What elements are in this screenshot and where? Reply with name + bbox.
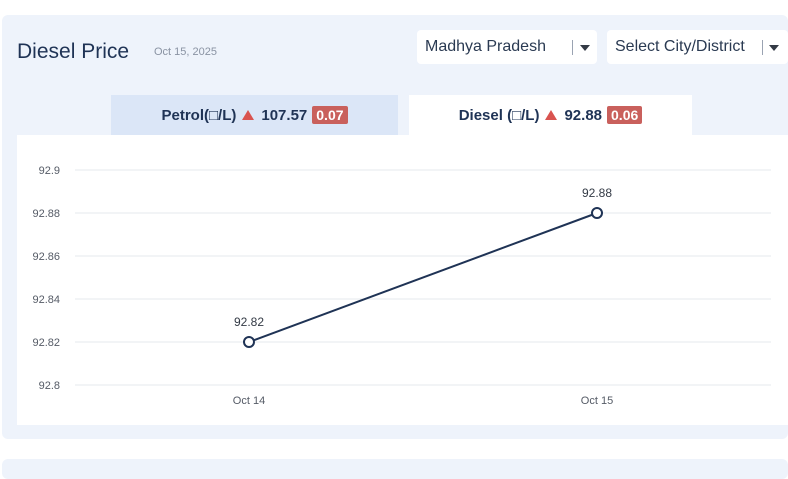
page-title: Diesel Price (17, 40, 130, 63)
state-select-separator (572, 40, 573, 55)
data-point (243, 336, 255, 348)
tab-diesel[interactable]: Diesel (□/L) 92.88 0.06 (409, 95, 692, 135)
tab-diesel-price: 92.88 (564, 106, 603, 124)
x-tick-label: Oct 14 (233, 395, 265, 407)
y-tick-label: 92.88 (32, 208, 60, 220)
city-select[interactable]: Select City/District (607, 30, 788, 64)
tab-diesel-label: Diesel (□/L) (458, 106, 540, 124)
price-line-chart: 92.8 92.82 92.84 92.86 92.88 92.9 Oct 14 Oct 15… (32, 165, 771, 407)
tab-petrol-change-badge: 0.07 (312, 106, 348, 124)
series-line (248, 212, 598, 343)
y-tick-label: 92.9 (39, 165, 60, 177)
next-card (2, 459, 788, 479)
state-select-value: Madhya Pradesh (425, 38, 546, 55)
tab-diesel-change-badge: 0.06 (607, 106, 643, 124)
price-up-icon (545, 110, 558, 120)
chevron-down-icon[interactable] (580, 45, 590, 51)
y-tick-label: 92.84 (32, 294, 60, 306)
state-select[interactable]: Madhya Pradesh (417, 30, 597, 64)
price-date: Oct 15, 2025 (154, 46, 217, 58)
y-tick-label: 92.86 (32, 251, 60, 263)
data-point (591, 207, 603, 219)
y-tick-label: 92.82 (32, 337, 60, 349)
data-label: 92.82 (234, 315, 264, 329)
price-up-icon (242, 110, 255, 120)
city-select-value: Select City/District (615, 38, 745, 55)
chart-panel: 92.8 92.82 92.84 92.86 92.88 92.9 Oct 14 Oct 15… (17, 135, 788, 425)
x-tick-label: Oct 15 (581, 395, 613, 407)
tab-petrol[interactable]: Petrol(□/L) 107.57 0.07 (111, 95, 398, 135)
tab-petrol-price: 107.57 (261, 106, 308, 124)
y-tick-label: 92.8 (39, 380, 60, 392)
tab-petrol-label: Petrol(□/L) (161, 106, 237, 124)
city-select-separator (762, 40, 763, 55)
data-label: 92.88 (582, 186, 612, 200)
chevron-down-icon[interactable] (769, 45, 779, 51)
